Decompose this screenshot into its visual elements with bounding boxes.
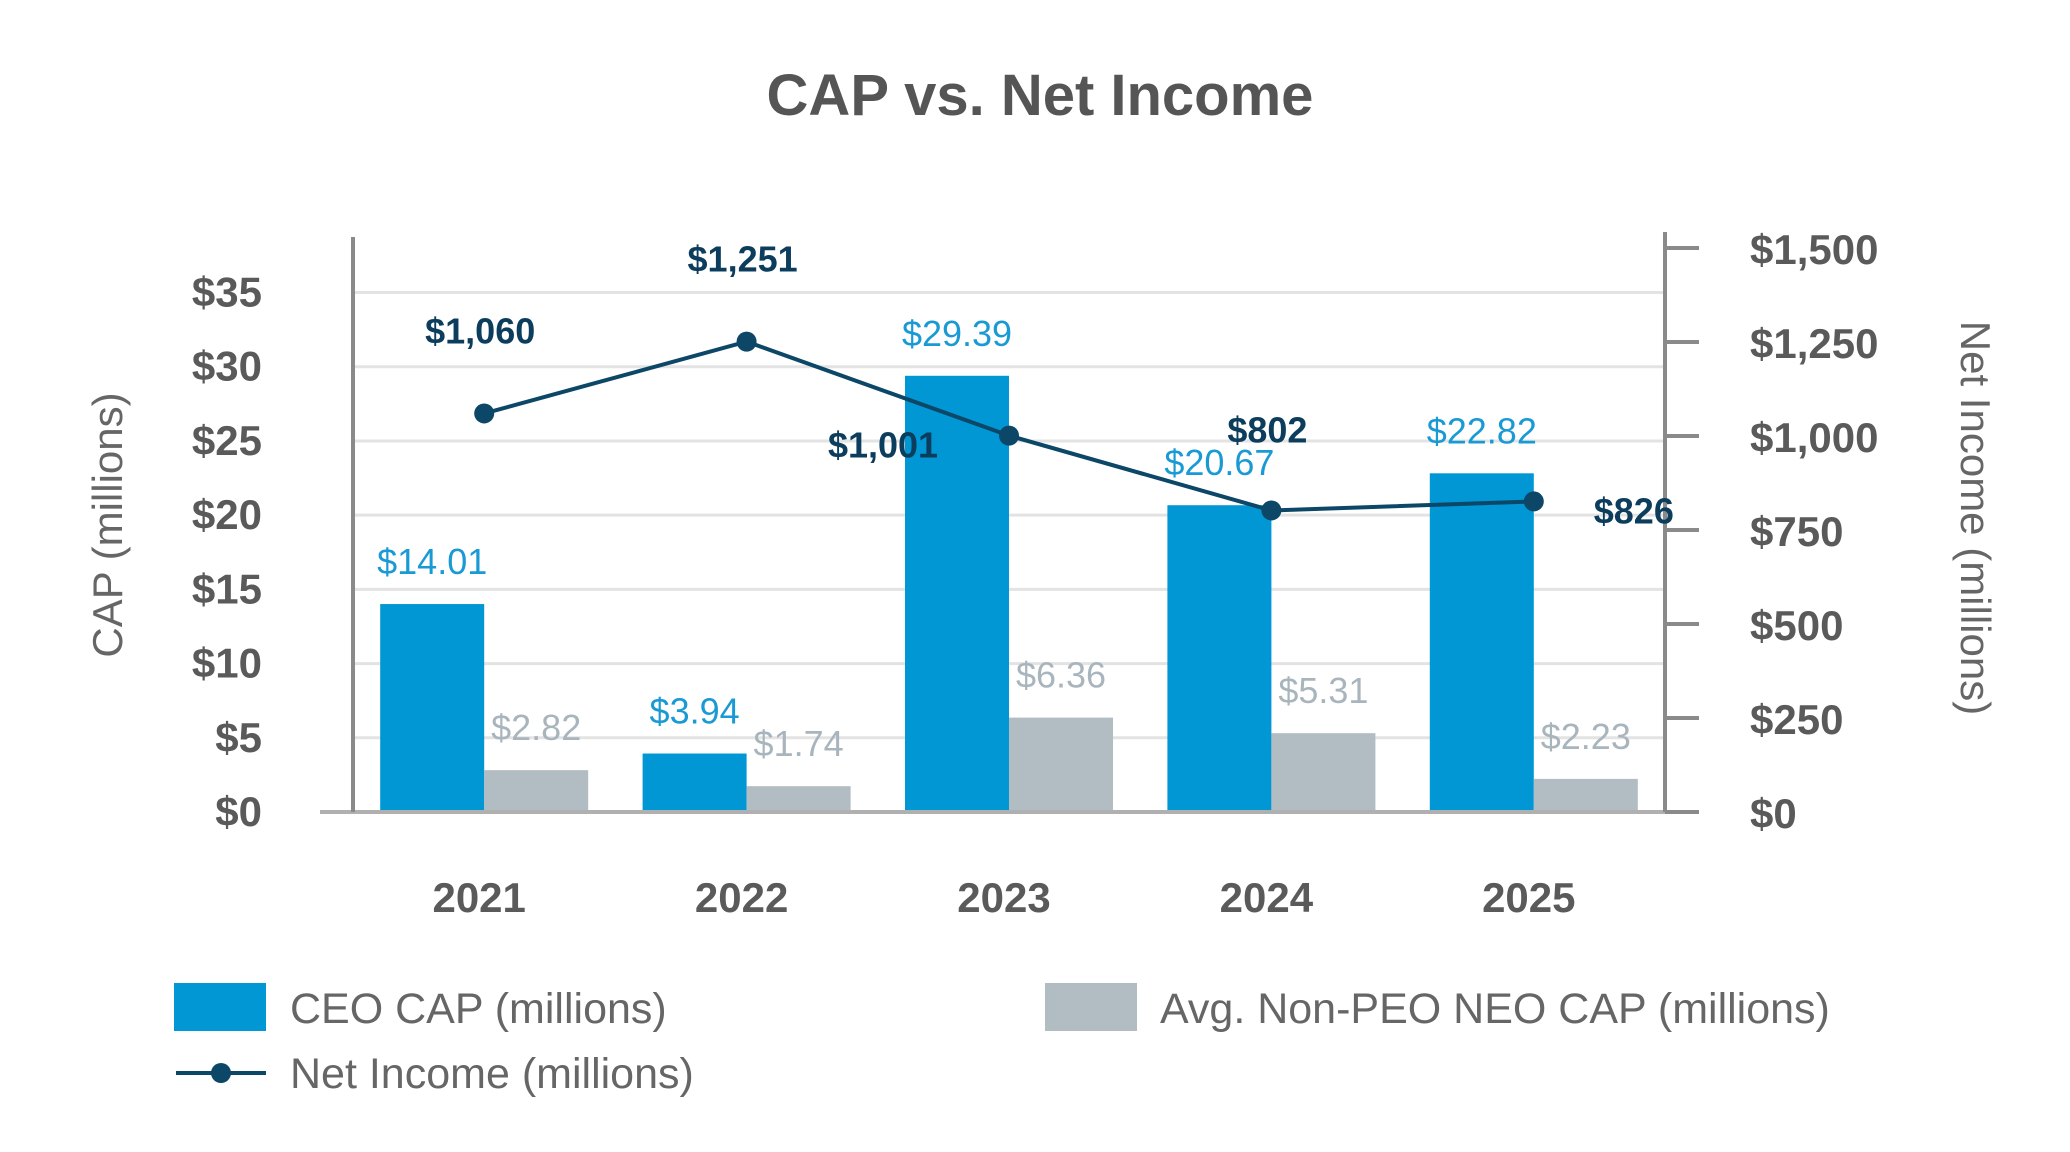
y-left-tick-label: $10 xyxy=(192,640,262,687)
legend-label-net-income: Net Income (millions) xyxy=(290,1050,694,1098)
bar-ceo-cap-2024 xyxy=(1167,505,1272,812)
y-left-axis-title: CAP (millions) xyxy=(84,392,131,657)
legend-marker-net-income xyxy=(211,1063,231,1083)
data-label-net-income-2024: $802 xyxy=(1227,409,1307,450)
legend-label-non-peo-neo-cap: Avg. Non-PEO NEO CAP (millions) xyxy=(1160,985,1830,1033)
data-label-ceo-cap-2025: $22.82 xyxy=(1427,410,1537,451)
bar-non-peo-neo-cap-2025 xyxy=(1533,778,1638,812)
data-label-net-income-2023: $1,001 xyxy=(828,425,938,466)
data-label-ceo-cap-2022: $3.94 xyxy=(650,691,740,732)
tick-labels: $0 $5 $10 $15 $20 $25 $30 $35 $0 $250 $500 $750 $1,0… xyxy=(192,226,1879,921)
bars xyxy=(380,375,1638,812)
net-income-point-2021 xyxy=(474,403,495,424)
data-label-net-income-2021: $1,060 xyxy=(425,310,535,351)
data-label-ceo-cap-2024: $20.67 xyxy=(1164,442,1274,483)
x-tick-label-2023: 2023 xyxy=(957,874,1050,921)
y-left-tick-label: $20 xyxy=(192,491,262,538)
chart-title: CAP vs. Net Income xyxy=(767,63,1314,128)
y-right-tick-label: $1,000 xyxy=(1750,414,1878,461)
legend: CEO CAP (millions) Avg. Non-PEO NEO CAP … xyxy=(174,983,1830,1098)
bar-non-peo-neo-cap-2023 xyxy=(1009,717,1113,812)
net-income-line-series xyxy=(474,331,1544,521)
net-income-point-2022 xyxy=(736,331,757,352)
net-income-point-2024 xyxy=(1261,500,1282,521)
bar-non-peo-neo-cap-2024 xyxy=(1271,733,1376,812)
y-right-tick-label: $0 xyxy=(1750,790,1797,837)
y-left-tick-label: $25 xyxy=(192,417,262,464)
bar-non-peo-neo-cap-2021 xyxy=(484,770,589,812)
x-tick-label-2021: 2021 xyxy=(432,874,525,921)
bar-ceo-cap-2021 xyxy=(380,604,485,812)
y-left-tick-label: $0 xyxy=(215,788,262,835)
y-left-tick-label: $15 xyxy=(192,565,262,612)
bar-ceo-cap-2025 xyxy=(1429,473,1534,812)
data-label-net-income-2022: $1,251 xyxy=(688,239,798,280)
bar-ceo-cap-2023 xyxy=(905,375,1009,812)
y-right-tick-label: $500 xyxy=(1750,602,1843,649)
x-tick-label-2022: 2022 xyxy=(695,874,788,921)
net-income-point-2025 xyxy=(1523,491,1544,512)
data-label-non-peo-neo-cap-2021: $2.82 xyxy=(491,707,581,748)
y-left-tick-label: $30 xyxy=(192,343,262,390)
legend-swatch-non-peo-neo-cap xyxy=(1045,983,1137,1031)
y-left-tick-label: $35 xyxy=(192,269,262,316)
legend-label-ceo-cap: CEO CAP (millions) xyxy=(290,985,667,1033)
bar-non-peo-neo-cap-2022 xyxy=(746,786,851,812)
data-labels: $14.01 $2.82 $3.94 $1.74 $29.39 $6.36 $20.67 $5… xyxy=(377,239,1674,765)
data-label-non-peo-neo-cap-2022: $1.74 xyxy=(754,723,844,764)
data-label-net-income-2025: $826 xyxy=(1594,490,1674,531)
y-right-tick-label: $1,500 xyxy=(1750,226,1878,273)
x-tick-label-2024: 2024 xyxy=(1220,874,1314,921)
y-right-tick-label: $250 xyxy=(1750,696,1843,743)
y-right-axis-title: Net Income (millions) xyxy=(1952,321,1999,715)
data-label-non-peo-neo-cap-2025: $2.23 xyxy=(1541,716,1631,757)
legend-swatch-ceo-cap xyxy=(174,983,266,1031)
data-label-ceo-cap-2021: $14.01 xyxy=(377,541,487,582)
y-left-tick-label: $5 xyxy=(215,714,262,761)
x-tick-label-2025: 2025 xyxy=(1482,874,1575,921)
y-right-tick-label: $1,250 xyxy=(1750,320,1878,367)
axes xyxy=(320,232,1699,814)
data-label-non-peo-neo-cap-2023: $6.36 xyxy=(1016,655,1106,696)
net-income-point-2023 xyxy=(999,425,1019,446)
y-right-tick-label: $750 xyxy=(1750,508,1843,555)
bar-ceo-cap-2022 xyxy=(642,753,747,812)
data-label-non-peo-neo-cap-2024: $5.31 xyxy=(1278,670,1368,711)
data-label-ceo-cap-2023: $29.39 xyxy=(902,313,1012,354)
